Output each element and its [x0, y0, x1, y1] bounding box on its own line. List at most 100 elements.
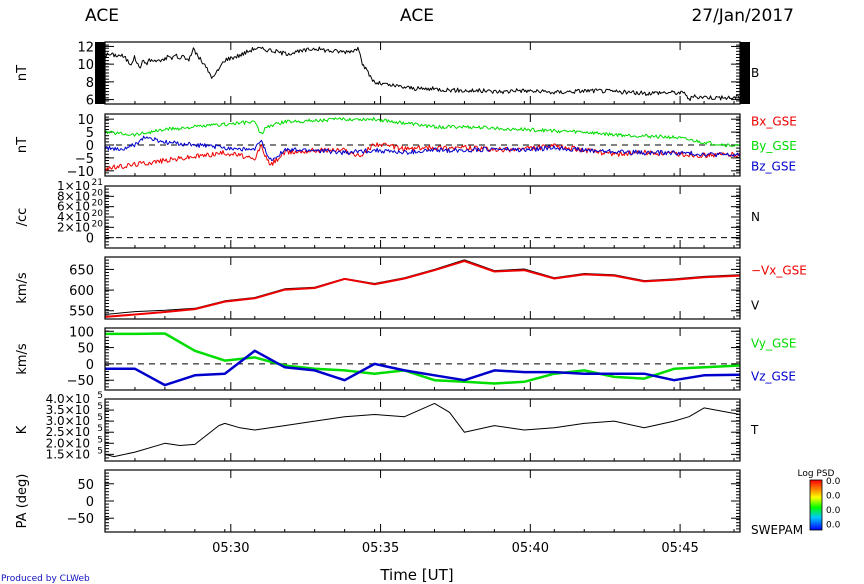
y-axis-label: km/s: [15, 343, 30, 375]
legend-bx-gse: Bx_GSE: [751, 114, 797, 128]
header-center: ACE: [400, 6, 434, 26]
y-tick-label: 4.0×10: [46, 392, 90, 406]
y-tick-label: 0: [86, 232, 94, 247]
colorbar-gradient: [809, 479, 823, 531]
y-axis-label: K: [15, 425, 30, 434]
y-tick-label: 2×10: [57, 220, 90, 234]
panel-p6: 50 0 −50 PA (deg) SWEPAM: [15, 469, 803, 537]
y-tick-exponent: 20: [92, 188, 104, 198]
panel-frame: [104, 256, 741, 320]
x-tick-label: 05:40: [512, 541, 549, 556]
series--vx-gse: [105, 260, 740, 318]
y-axis-label: nT: [15, 137, 30, 153]
y-tick-exponent: 20: [92, 209, 104, 219]
series-bz-gse: [105, 135, 740, 161]
legend-swepam: SWEPAM: [751, 523, 803, 537]
y-tick-label: 12: [77, 40, 94, 55]
y-axis-label: PA (deg): [15, 474, 30, 529]
colorbar-label: 0.0: [826, 477, 841, 487]
colorbar-label: 0.0: [826, 521, 841, 531]
y-tick-label: −50: [67, 512, 94, 527]
y-tick-label: 1×10: [57, 179, 90, 193]
series-by-gse: [105, 116, 740, 148]
y-tick-exponent: 20: [92, 219, 104, 229]
y-tick-exponent: 20: [92, 199, 104, 209]
legend-bz-gse: Bz_GSE: [751, 160, 796, 174]
x-tick-label: 05:45: [661, 541, 698, 556]
y-tick-exponent: 5: [97, 424, 103, 434]
colorbar-title: Log PSD: [797, 469, 834, 479]
y-axis-label: nT: [15, 65, 30, 81]
legend--vx-gse: −Vx_GSE: [751, 264, 807, 278]
series-bx-gse: [105, 142, 740, 171]
y-tick-label: 0: [86, 139, 94, 154]
y-tick-label: 3.0×10: [46, 414, 90, 428]
panel-frame: [104, 327, 741, 391]
legend-b: B: [751, 66, 759, 80]
tick-bundle-right: [740, 42, 750, 104]
series-vz-gse: [105, 349, 740, 387]
colorbar-label: 0.0: [826, 506, 841, 516]
y-tick-exponent: 5: [97, 402, 103, 412]
x-tick-label: 05:30: [212, 541, 249, 556]
y-tick-label: 50: [77, 342, 94, 357]
series-t: [105, 402, 740, 458]
series-b: [105, 46, 740, 102]
y-tick-label: 550: [69, 305, 94, 320]
y-tick-exponent: 5: [97, 446, 103, 456]
panel-frame: [104, 469, 741, 533]
series-v: [105, 259, 740, 315]
y-tick-exponent: 5: [97, 435, 103, 445]
x-tick-label: 05:35: [362, 541, 399, 556]
panel-p5: 4.0×10 5 3.5×10 5 3.0×10 5 2.5×10 5 2.0×10 5 1.5×1…: [15, 391, 759, 462]
y-tick-label: 4×10: [57, 210, 90, 224]
panel-p4: 100 500−50 km/s Vy_GSE Vz_GSE: [15, 325, 797, 391]
x-axis-label: Time [UT]: [379, 566, 453, 584]
panel-frame: [104, 41, 741, 105]
panel-frame: [104, 185, 741, 249]
credit-text: Produced by CLWeb: [1, 574, 90, 584]
y-tick-label: 6×10: [57, 200, 90, 214]
panel-frame: [104, 398, 741, 462]
y-tick-exponent: 21: [92, 178, 103, 188]
y-tick-exponent: 5: [97, 391, 103, 401]
y-tick-label: −5: [75, 152, 94, 167]
panel-p0: 12 10 8 6 nT B: [15, 40, 759, 108]
y-tick-label: 10: [77, 113, 94, 128]
tick-bundle-left: [95, 42, 105, 104]
y-tick-label: 2.0×10: [46, 436, 90, 450]
panel-p3: 650 600 550 km/s −Vx_GSE V: [15, 256, 807, 320]
legend-t: T: [750, 423, 759, 437]
y-tick-label: 10: [77, 58, 94, 73]
y-tick-label: 0: [86, 495, 94, 510]
y-tick-label: 100: [69, 325, 94, 340]
legend-by-gse: By_GSE: [751, 139, 797, 153]
y-tick-exponent: 5: [97, 413, 103, 423]
y-tick-label: 0: [86, 358, 94, 373]
y-tick-label: 50: [77, 478, 94, 493]
legend-n: N: [751, 210, 760, 224]
y-tick-label: 3.5×10: [46, 403, 90, 417]
y-tick-label: 1.5×10: [46, 447, 90, 461]
legend-vy-gse: Vy_GSE: [751, 337, 797, 351]
y-tick-label: 2.5×10: [46, 425, 90, 439]
y-axis-label: /cc: [15, 208, 30, 227]
panel-frame: [104, 113, 741, 177]
header-date: 27/Jan/2017: [691, 6, 794, 26]
y-tick-label: 650: [69, 263, 94, 278]
y-tick-label: 8×10: [57, 189, 90, 203]
legend-vz-gse: Vz_GSE: [751, 369, 796, 383]
y-axis-label: km/s: [15, 272, 30, 304]
y-tick-label: 5: [86, 126, 94, 141]
y-tick-label: 600: [69, 284, 94, 299]
y-tick-label: 8: [86, 76, 94, 91]
y-tick-label: −10: [67, 165, 94, 180]
colorbar-label: 0.0: [826, 492, 841, 502]
series-vy-gse: [105, 332, 740, 385]
legend-v: V: [751, 298, 760, 312]
y-tick-label: 6: [86, 94, 94, 109]
y-tick-label: −50: [67, 374, 94, 389]
